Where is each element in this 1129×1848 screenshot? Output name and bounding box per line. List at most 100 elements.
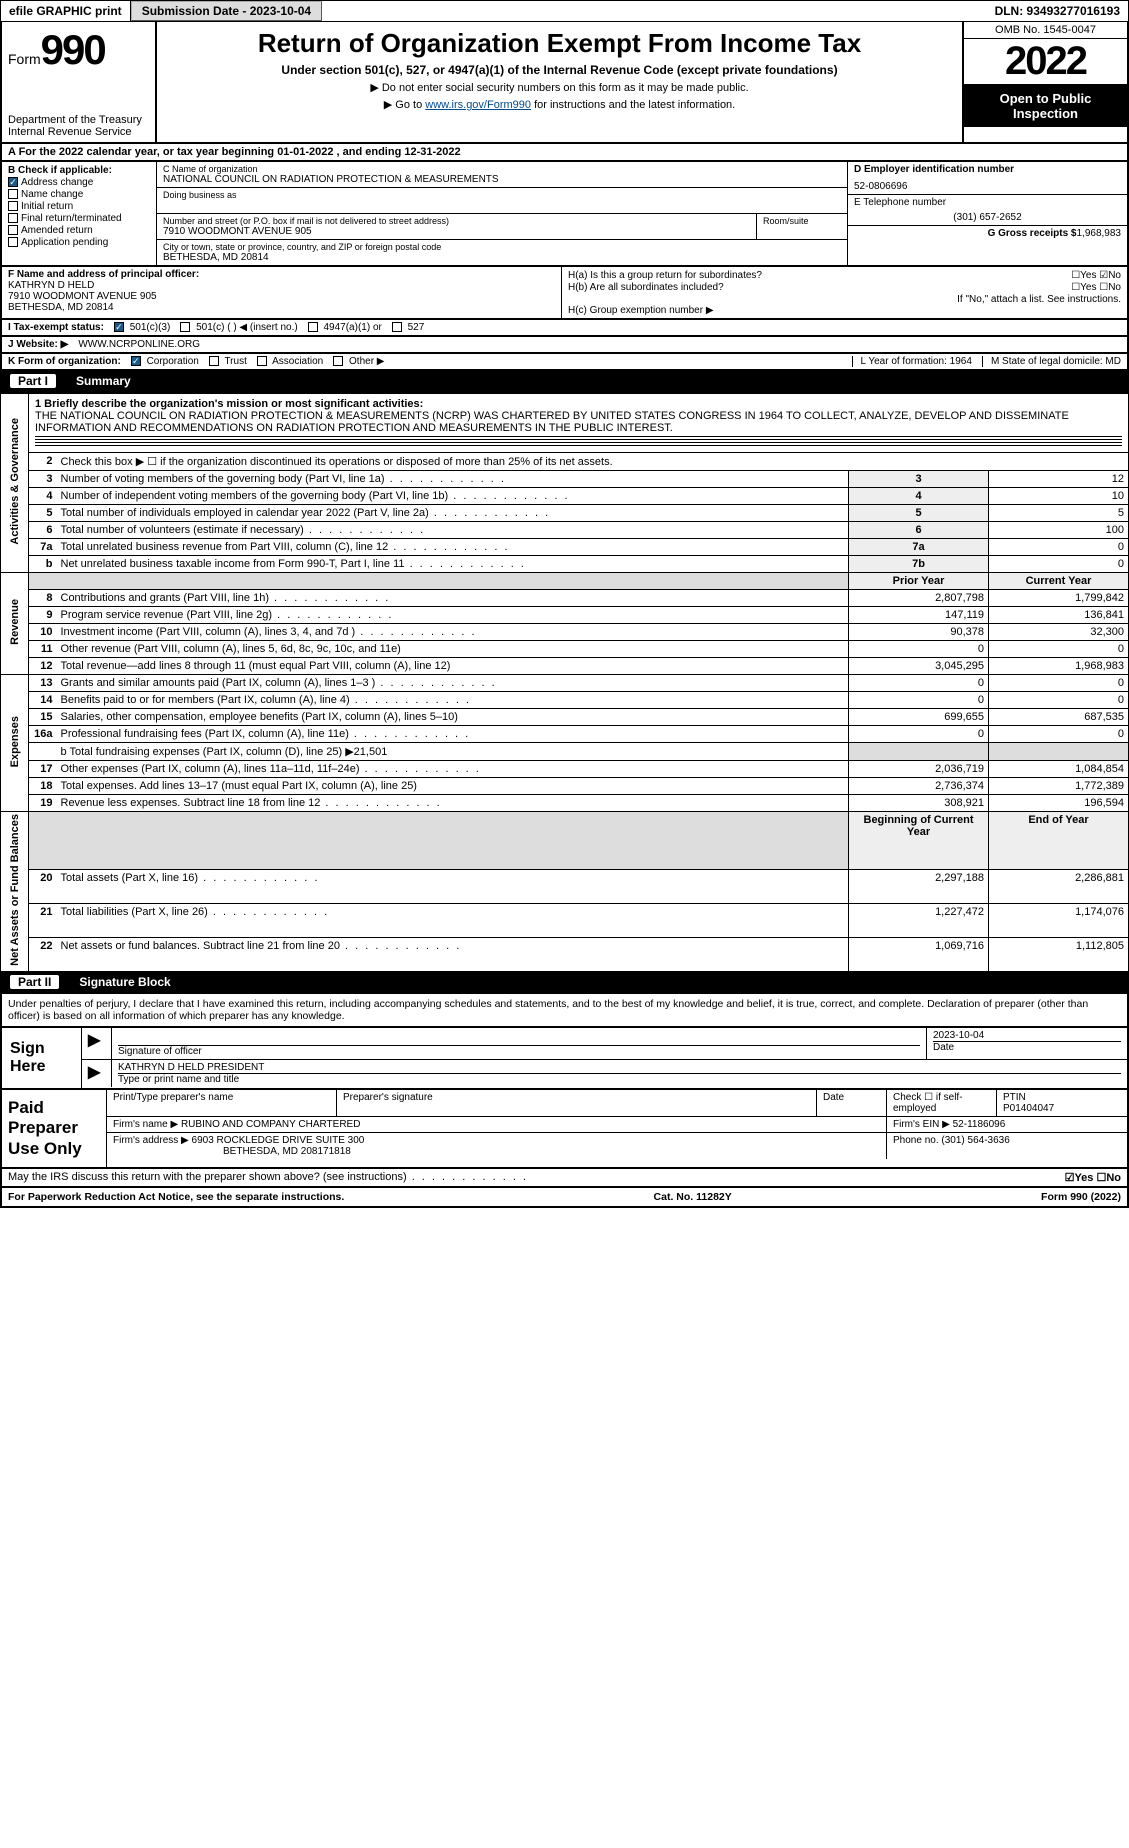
header-left: Form990 Department of the Treasury Inter… xyxy=(2,22,157,142)
row-j-website: J Website: ▶ WWW.NCRPONLINE.ORG xyxy=(0,337,1129,354)
firm-addr1: 6903 ROCKLEDGE DRIVE SUITE 300 xyxy=(192,1135,365,1146)
part1-num: Part I xyxy=(10,374,56,388)
note-post: for instructions and the latest informat… xyxy=(531,99,735,111)
c11: 0 xyxy=(989,641,1129,658)
firm-phone-label: Phone no. xyxy=(893,1135,939,1146)
opt-corp[interactable]: ✓ Corporation xyxy=(131,356,199,367)
note-pre: ▶ Go to xyxy=(384,99,425,111)
firm-name: RUBINO AND COMPANY CHARTERED xyxy=(181,1119,360,1130)
footer-mid: Cat. No. 11282Y xyxy=(654,1191,732,1203)
p18: 2,736,374 xyxy=(849,778,989,795)
line7a: Total unrelated business revenue from Pa… xyxy=(57,539,849,556)
hdr-begin: Beginning of Current Year xyxy=(849,812,989,870)
checkmark-icon: ✓ xyxy=(131,356,141,366)
city-label: City or town, state or province, country… xyxy=(163,242,841,252)
prep-h3: Date xyxy=(817,1090,887,1116)
street-label: Number and street (or P.O. box if mail i… xyxy=(163,216,750,226)
dept-irs: Internal Revenue Service xyxy=(8,126,149,138)
hdr-end: End of Year xyxy=(989,812,1129,870)
form-header: Form990 Department of the Treasury Inter… xyxy=(0,22,1129,144)
checkbox-icon xyxy=(8,225,18,235)
checkbox-icon xyxy=(8,189,18,199)
line22: Net assets or fund balances. Subtract li… xyxy=(57,937,849,971)
chk-amended[interactable]: Amended return xyxy=(8,225,150,236)
checkbox-icon xyxy=(8,237,18,247)
city-value: BETHESDA, MD 20814 xyxy=(163,252,841,263)
opt-assoc[interactable]: Association xyxy=(257,356,323,367)
efile-label: efile GRAPHIC print xyxy=(1,1,131,21)
c21: 1,174,076 xyxy=(989,903,1129,937)
col-c: C Name of organization NATIONAL COUNCIL … xyxy=(157,162,847,265)
chk-label: Amended return xyxy=(21,225,93,236)
opt-other[interactable]: Other ▶ xyxy=(333,356,384,367)
top-bar: efile GRAPHIC print Submission Date - 20… xyxy=(0,0,1129,22)
side-netassets: Net Assets or Fund Balances xyxy=(1,812,29,972)
opt-trust[interactable]: Trust xyxy=(209,356,247,367)
line7b: Net unrelated business taxable income fr… xyxy=(57,556,849,573)
prep-h2: Preparer's signature xyxy=(337,1090,817,1116)
hb-label: H(b) Are all subordinates included? xyxy=(568,282,724,293)
checkbox-icon xyxy=(333,356,343,366)
c15: 687,535 xyxy=(989,709,1129,726)
footer-right: Form 990 (2022) xyxy=(1041,1191,1121,1203)
val4: 10 xyxy=(989,488,1129,505)
form-word: Form xyxy=(8,51,41,67)
officer-addr1: 7910 WOODMONT AVENUE 905 xyxy=(8,291,555,302)
ptin-value: P01404047 xyxy=(1003,1103,1121,1114)
chk-final-return[interactable]: Final return/terminated xyxy=(8,213,150,224)
col-h-group: H(a) Is this a group return for subordin… xyxy=(562,267,1127,318)
org-name-label: C Name of organization xyxy=(163,164,841,174)
line19: Revenue less expenses. Subtract line 18 … xyxy=(57,795,849,812)
submission-date-button[interactable]: Submission Date - 2023-10-04 xyxy=(131,1,322,21)
arrow-icon: ▶ xyxy=(88,1064,100,1081)
p22: 1,069,716 xyxy=(849,937,989,971)
p21: 1,227,472 xyxy=(849,903,989,937)
line15: Salaries, other compensation, employee b… xyxy=(57,709,849,726)
checkbox-icon xyxy=(209,356,219,366)
part1-header: Part I Summary xyxy=(0,371,1129,393)
opt-527[interactable]: 527 xyxy=(392,322,424,333)
hc-label: H(c) Group exemption number ▶ xyxy=(568,305,1121,316)
row-m-state: M State of legal domicile: MD xyxy=(982,356,1121,367)
block-bcd: B Check if applicable: ✓Address change N… xyxy=(0,162,1129,267)
chk-app-pending[interactable]: Application pending xyxy=(8,237,150,248)
dba-label: Doing business as xyxy=(163,190,841,200)
prep-h1: Print/Type preparer's name xyxy=(107,1090,337,1116)
row-i-label: I Tax-exempt status: xyxy=(8,322,104,333)
row-j-label: J Website: ▶ xyxy=(8,339,68,350)
chk-address-change[interactable]: ✓Address change xyxy=(8,177,150,188)
sign-here-label: Sign Here xyxy=(2,1028,82,1088)
c8: 1,799,842 xyxy=(989,590,1129,607)
sig-date: 2023-10-04 xyxy=(933,1030,1121,1042)
opt-501c[interactable]: 501(c) ( ) ◀ (insert no.) xyxy=(180,322,297,333)
sign-here-block: Sign Here ▶ Signature of officer 2023-10… xyxy=(0,1028,1129,1090)
part2-title: Signature Block xyxy=(79,975,170,989)
chk-label: Address change xyxy=(21,177,93,188)
opt-label: Other ▶ xyxy=(349,356,384,367)
opt-label: Association xyxy=(272,356,323,367)
p8: 2,807,798 xyxy=(849,590,989,607)
chk-initial-return[interactable]: Initial return xyxy=(8,201,150,212)
may-answer: ☑Yes ☐No xyxy=(1065,1171,1121,1184)
hdr-prior: Prior Year xyxy=(849,573,989,590)
form-subtitle: Under section 501(c), 527, or 4947(a)(1)… xyxy=(167,63,952,77)
p14: 0 xyxy=(849,692,989,709)
c19: 196,594 xyxy=(989,795,1129,812)
opt-label: Corporation xyxy=(147,356,199,367)
line6: Total number of volunteers (estimate if … xyxy=(57,522,849,539)
ein-value: 52-0806696 xyxy=(854,181,1121,192)
sig-officer-label: Signature of officer xyxy=(118,1046,920,1057)
opt-501c3[interactable]: ✓ 501(c)(3) xyxy=(114,322,170,333)
p10: 90,378 xyxy=(849,624,989,641)
opt-4947[interactable]: 4947(a)(1) or xyxy=(308,322,382,333)
c13: 0 xyxy=(989,675,1129,692)
line21: Total liabilities (Part X, line 26) xyxy=(57,903,849,937)
form-note-ssn: ▶ Do not enter social security numbers o… xyxy=(167,81,952,94)
header-middle: Return of Organization Exempt From Incom… xyxy=(157,22,962,142)
chk-name-change[interactable]: Name change xyxy=(8,189,150,200)
irs-link[interactable]: www.irs.gov/Form990 xyxy=(425,99,531,111)
c14: 0 xyxy=(989,692,1129,709)
line1-mission: 1 Briefly describe the organization's mi… xyxy=(29,394,1129,453)
line12: Total revenue—add lines 8 through 11 (mu… xyxy=(57,658,849,675)
street-value: 7910 WOODMONT AVENUE 905 xyxy=(163,226,750,237)
